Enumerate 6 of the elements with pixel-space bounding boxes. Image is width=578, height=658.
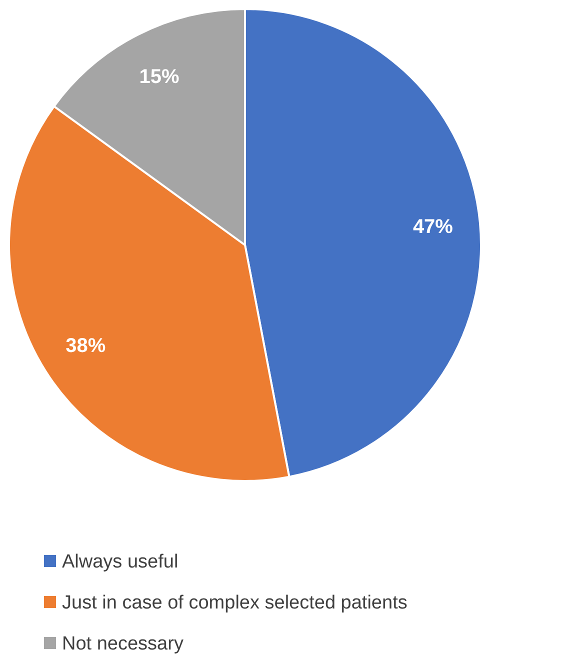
legend-label: Just in case of complex selected patients bbox=[62, 592, 408, 614]
legend-label: Not necessary bbox=[62, 634, 184, 654]
data-label: 47% bbox=[412, 216, 454, 238]
data-label: 15% bbox=[139, 66, 180, 88]
legend-label: Always useful bbox=[62, 552, 178, 572]
data-label: 38% bbox=[66, 335, 106, 358]
